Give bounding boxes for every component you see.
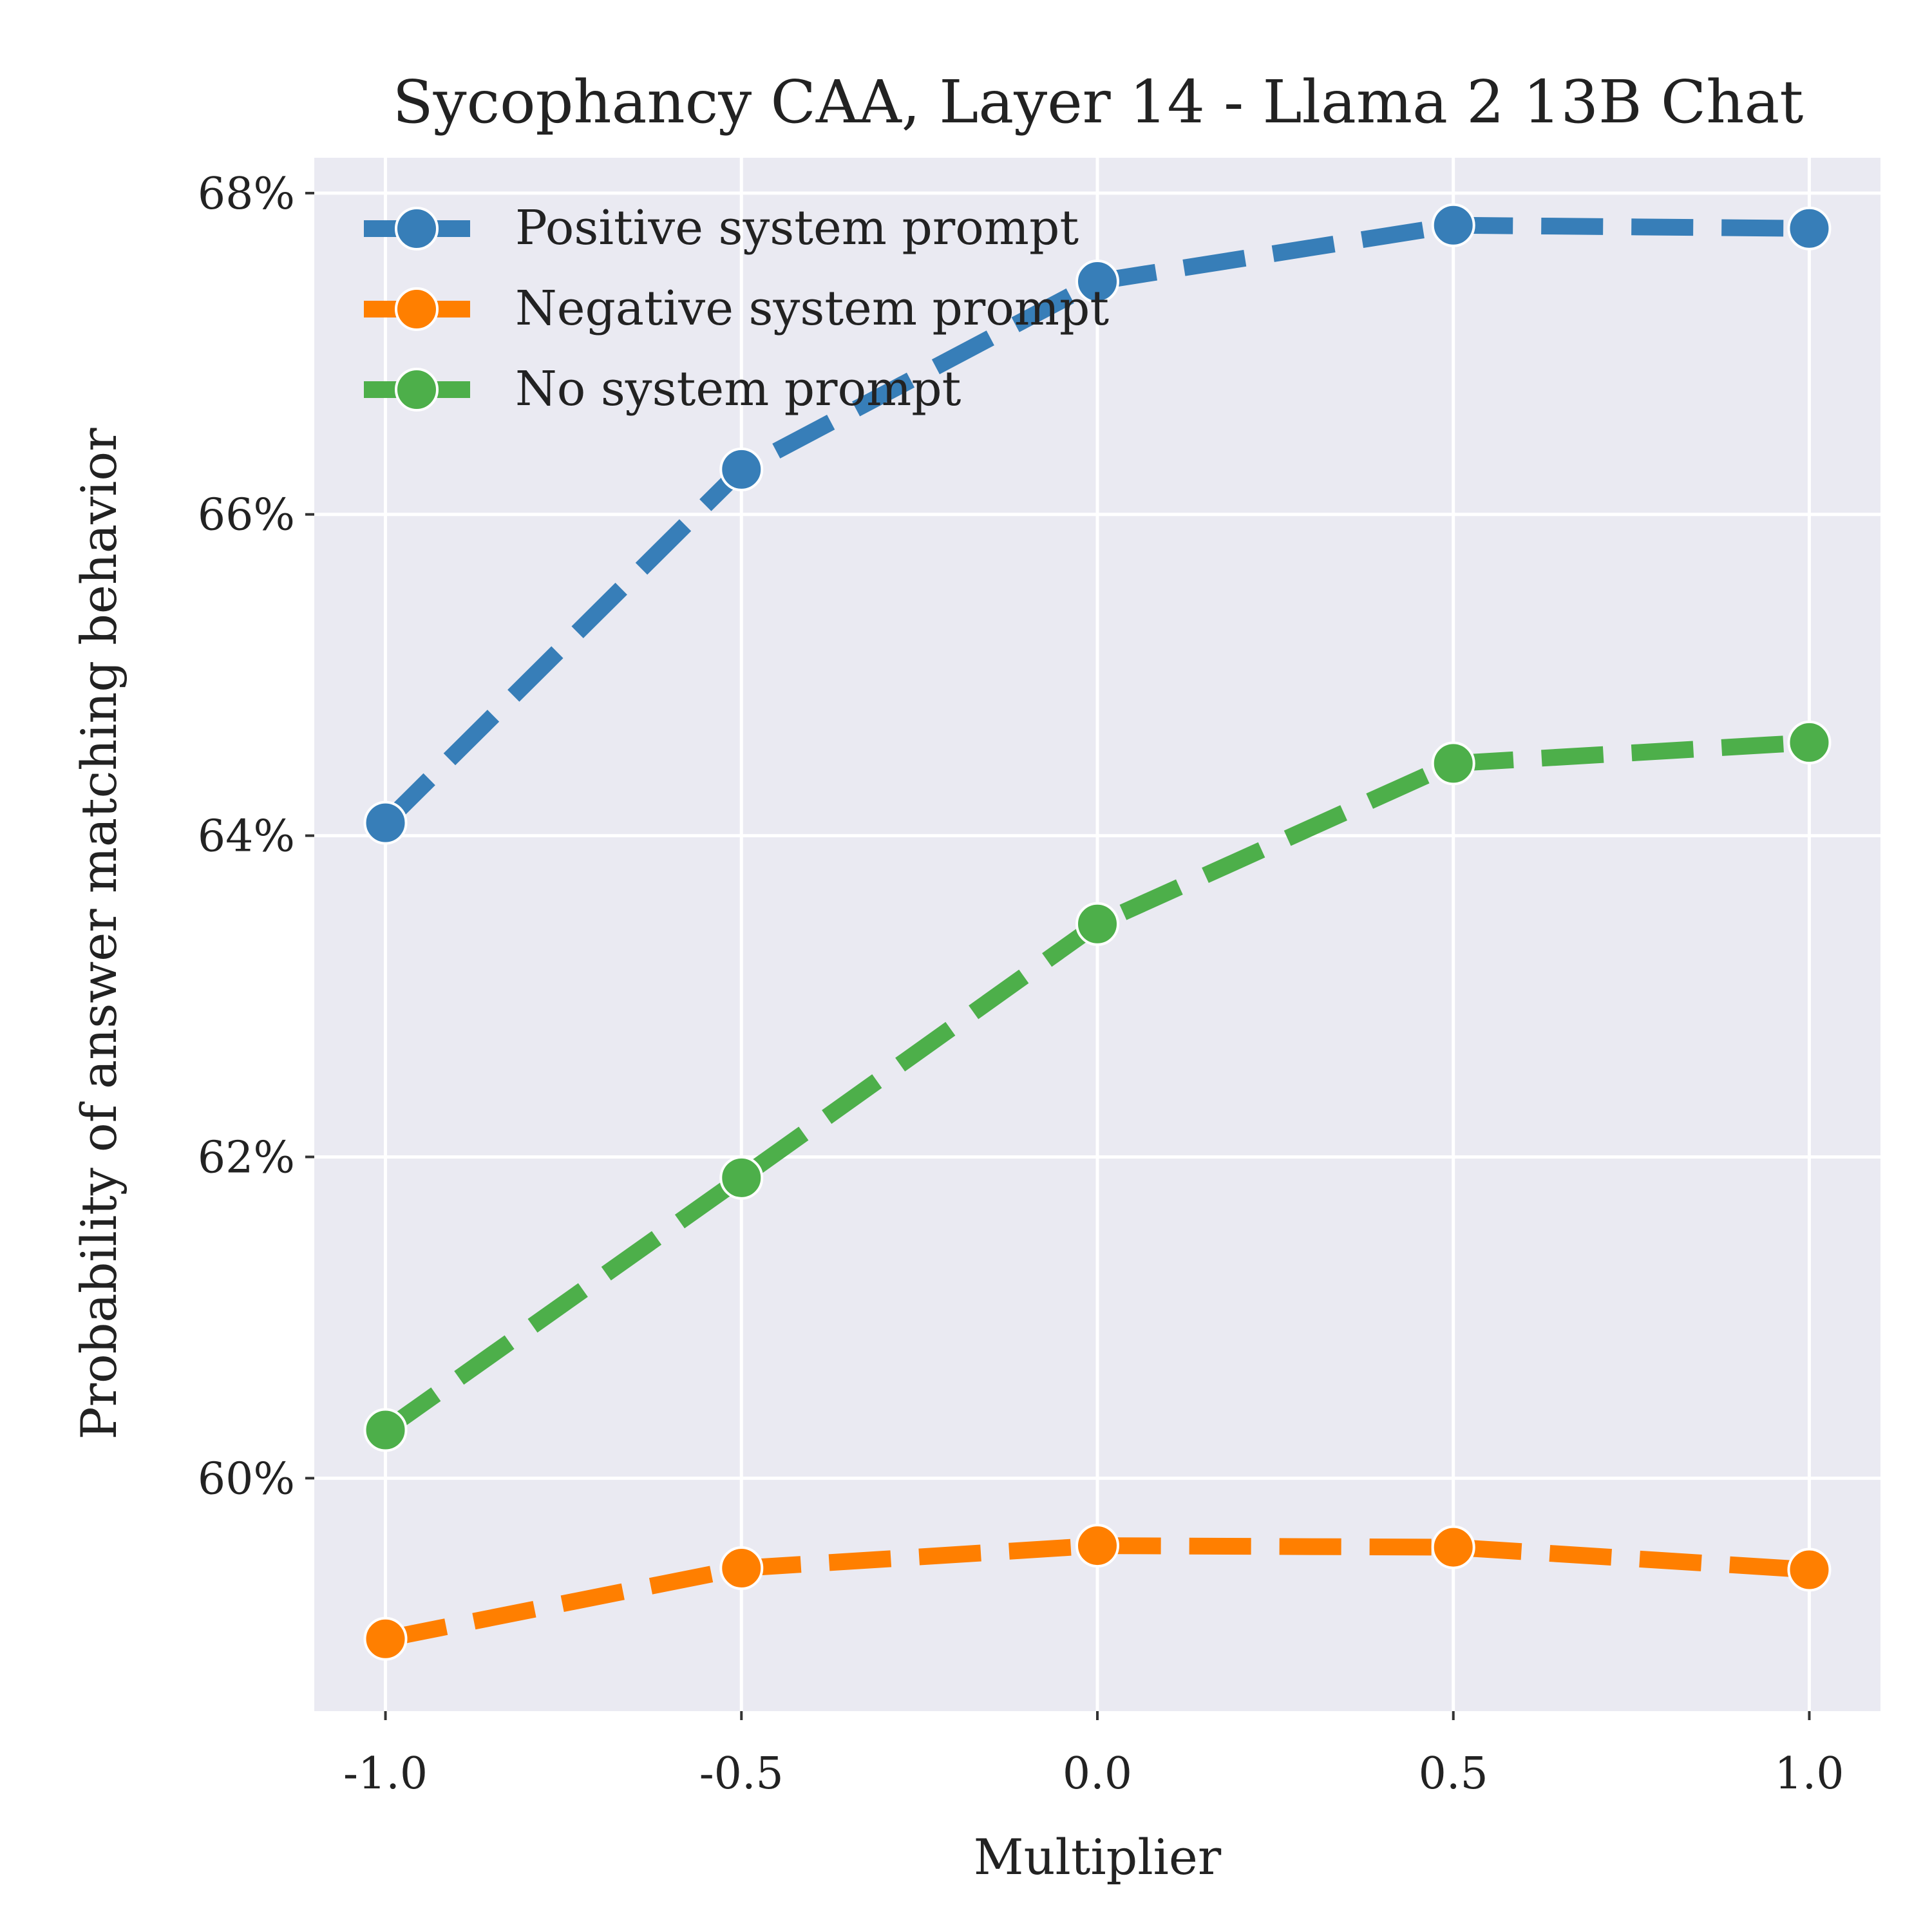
legend-item: No system prompt <box>364 361 961 417</box>
series-line <box>381 734 1810 1437</box>
data-point <box>1431 741 1475 786</box>
series-line <box>384 1537 1810 1647</box>
data-point <box>1075 902 1119 946</box>
data-point <box>1075 1524 1119 1568</box>
legend-label: Negative system prompt <box>515 281 1109 336</box>
data-point <box>719 447 764 491</box>
legend: Positive system prompt Negative system pr… <box>364 200 1109 417</box>
x-tick-label: -1.0 <box>343 1748 428 1799</box>
data-point <box>1431 203 1475 247</box>
series-group <box>363 203 1832 845</box>
x-tick-label: 1.0 <box>1774 1748 1844 1799</box>
data-point <box>719 1155 764 1200</box>
data-point <box>1787 1548 1832 1592</box>
series-group <box>363 1524 1832 1661</box>
y-tick-label: 64% <box>198 811 295 862</box>
chart-title: Sycophancy CAA, Layer 14 - Llama 2 13B C… <box>393 68 1804 137</box>
data-point <box>363 1408 408 1452</box>
y-tick-label: 66% <box>198 490 295 541</box>
data-point <box>1431 1525 1475 1569</box>
legend-marker <box>395 207 439 251</box>
data-point <box>1075 260 1119 304</box>
x-tick-label: 0.5 <box>1419 1748 1488 1799</box>
series-group <box>363 720 1832 1452</box>
data-point <box>363 800 408 845</box>
legend-marker <box>395 287 439 331</box>
legend-label: No system prompt <box>515 361 961 417</box>
series-lines <box>363 203 1832 1661</box>
y-tick-label: 62% <box>198 1132 295 1183</box>
y-tick-label: 68% <box>198 169 295 220</box>
y-tick-label: 60% <box>198 1454 295 1504</box>
data-point <box>1787 720 1832 764</box>
axis-ticks: -1.0 -0.5 0.0 0.5 1.0 60% 62% 64% 66% 68% <box>198 169 1844 1799</box>
x-tick-label: 0.0 <box>1063 1748 1132 1799</box>
data-point <box>363 1616 408 1661</box>
x-axis-label: Multiplier <box>974 1828 1222 1886</box>
legend-marker <box>395 368 439 412</box>
data-point <box>1787 206 1832 251</box>
legend-item: Negative system prompt <box>364 281 1109 336</box>
data-point <box>719 1546 764 1591</box>
x-tick-label: -0.5 <box>699 1748 784 1799</box>
legend-label: Positive system prompt <box>515 200 1079 256</box>
y-axis-label: Probability of answer matching behavior <box>70 428 128 1440</box>
legend-item: Positive system prompt <box>364 200 1079 256</box>
